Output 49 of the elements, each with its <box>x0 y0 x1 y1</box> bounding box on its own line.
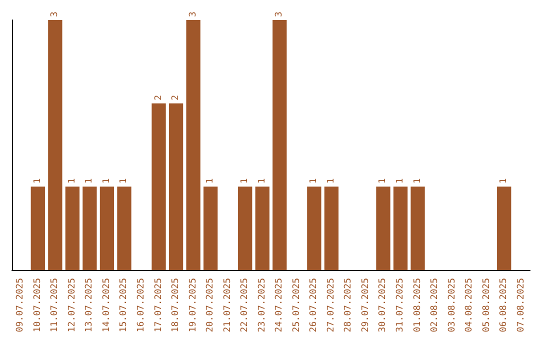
x-tick-label: 27.07.2025 <box>326 278 336 332</box>
x-tick-label: 14.07.2025 <box>102 278 112 332</box>
data-label: 1 <box>309 178 320 184</box>
x-tick-label: 10.07.2025 <box>32 278 43 332</box>
data-label: 1 <box>326 178 336 184</box>
data-label: 1 <box>499 178 510 184</box>
data-label: 1 <box>32 178 43 184</box>
data-label: 2 <box>171 94 182 100</box>
x-tick-label: 03.08.2025 <box>447 278 458 332</box>
x-tick-label: 06.08.2025 <box>499 278 510 332</box>
x-tick-label: 07.08.2025 <box>516 278 526 332</box>
data-label: 1 <box>396 178 406 184</box>
data-label: 1 <box>102 178 112 184</box>
x-tick-label: 04.08.2025 <box>464 278 475 332</box>
x-tick-label: 25.07.2025 <box>292 278 302 332</box>
data-label: 1 <box>412 178 423 184</box>
x-tick-label: 09.07.2025 <box>16 278 26 332</box>
x-tick-label: 19.07.2025 <box>188 278 198 332</box>
data-label: 1 <box>257 178 268 184</box>
x-tick-label: 18.07.2025 <box>171 278 182 332</box>
x-tick-label: 12.07.2025 <box>67 278 78 332</box>
x-tick-label: 17.07.2025 <box>154 278 164 332</box>
x-tick-label: 23.07.2025 <box>257 278 268 332</box>
data-label: 2 <box>154 94 164 100</box>
x-tick-label: 05.08.2025 <box>482 278 492 332</box>
x-tick-label: 11.07.2025 <box>50 278 60 332</box>
x-tick-label: 16.07.2025 <box>136 278 146 332</box>
data-label: 1 <box>119 178 130 184</box>
x-tick-label: 20.07.2025 <box>206 278 216 332</box>
data-label: 1 <box>378 178 388 184</box>
x-tick-label: 24.07.2025 <box>274 278 285 332</box>
data-label: 3 <box>188 12 198 17</box>
data-label: 1 <box>240 178 250 184</box>
data-label: 1 <box>84 178 95 184</box>
x-tick-label: 02.08.2025 <box>430 278 440 332</box>
data-label: 1 <box>206 178 216 184</box>
x-tick-label: 26.07.2025 <box>309 278 320 332</box>
data-label: 3 <box>50 12 60 17</box>
x-tick-label: 21.07.2025 <box>222 278 233 332</box>
x-tick-label: 13.07.2025 <box>84 278 95 332</box>
data-label: 3 <box>274 12 285 17</box>
x-tick-label: 29.07.2025 <box>360 278 371 332</box>
x-tick-label: 22.07.2025 <box>240 278 250 332</box>
x-tick-label: 01.08.2025 <box>412 278 423 332</box>
x-tick-label: 31.07.2025 <box>396 278 406 332</box>
data-label: 1 <box>67 178 78 184</box>
x-tick-label: 15.07.2025 <box>119 278 130 332</box>
x-tick-label: 30.07.2025 <box>378 278 388 332</box>
x-tick-label: 28.07.2025 <box>344 278 354 332</box>
